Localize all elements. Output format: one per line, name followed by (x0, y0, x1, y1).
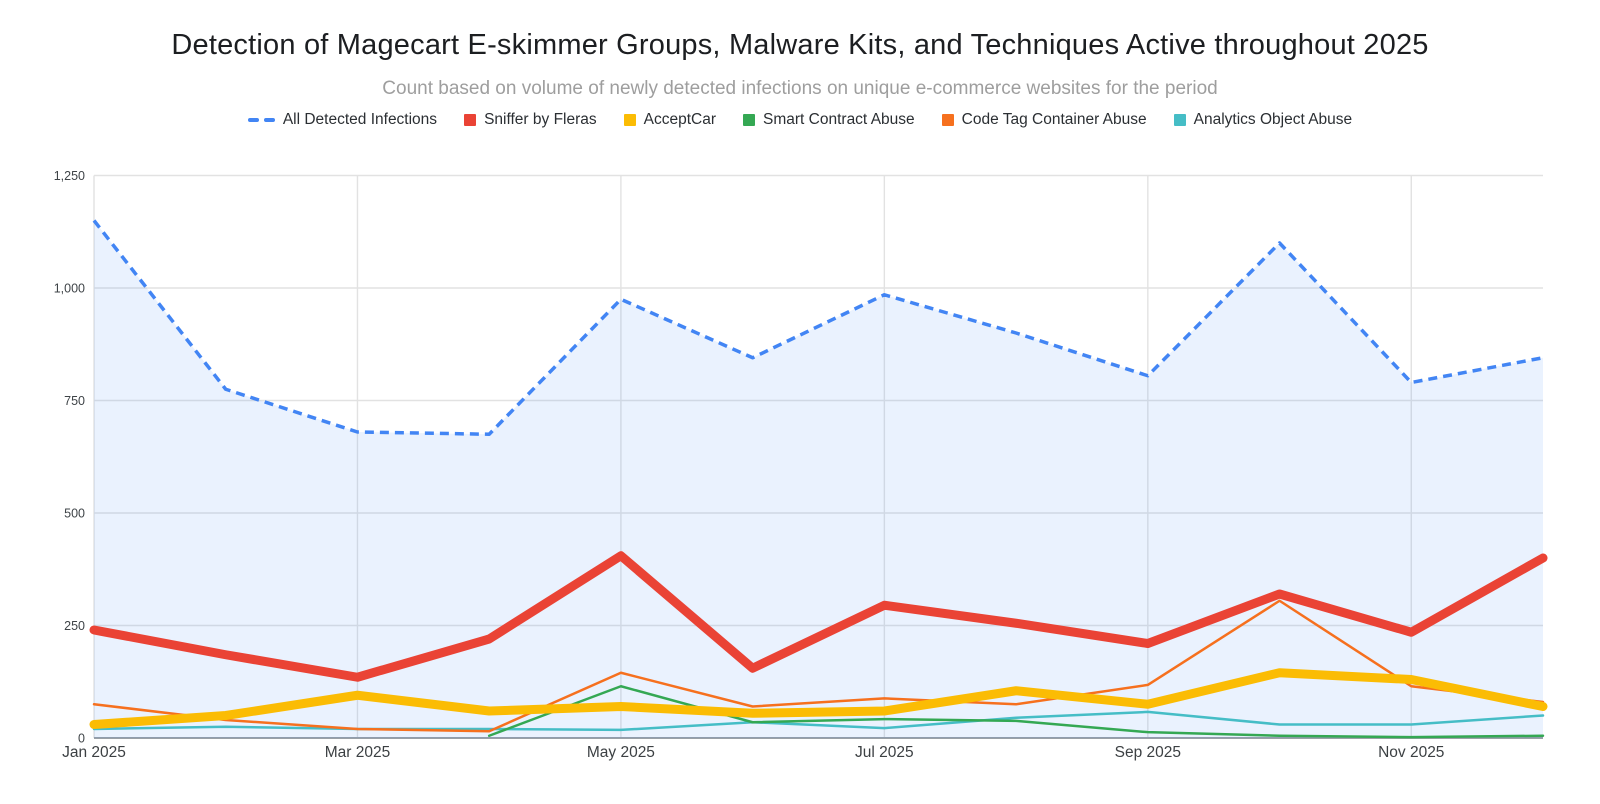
series-line-sniffer-by-fleras (89, 551, 1548, 682)
x-tick-label: May 2025 (587, 744, 655, 761)
chart-legend: All Detected Infections Sniffer by Fleras… (0, 111, 1600, 129)
legend-dashed-line-icon (247, 118, 275, 122)
chart-subtitle: Count based on volume of newly detected … (382, 78, 1218, 99)
legend-item-code-tag-container-abuse[interactable]: Code Tag Container Abuse (941, 111, 1147, 129)
y-tick-label: 1,250 (54, 169, 85, 183)
y-tick-label: 750 (64, 394, 85, 408)
legend-color-swatch (1173, 114, 1186, 126)
legend-item-label: Sniffer by Fleras (484, 111, 597, 128)
series-line-smart-contract-abuse (487, 685, 1545, 739)
y-tick-label: 1,000 (54, 282, 85, 296)
x-tick-label: Jan 2025 (62, 744, 126, 761)
legend-item-label: Analytics Object Abuse (1193, 111, 1353, 128)
series-line-acceptcar (89, 668, 1548, 729)
legend-item-label: Code Tag Container Abuse (961, 111, 1147, 128)
legend-item-label: All Detected Infections (282, 111, 438, 128)
legend-item-all-detected-infections[interactable]: All Detected Infections (247, 111, 438, 129)
legend-item-smart-contract-abuse[interactable]: Smart Contract Abuse (743, 111, 915, 129)
legend-color-swatch (941, 114, 954, 126)
legend-item-analytics-object-abuse[interactable]: Analytics Object Abuse (1173, 111, 1353, 129)
series-line-code-tag-container-abuse (92, 599, 1545, 733)
legend-item-sniffer-by-fleras[interactable]: Sniffer by Fleras (464, 111, 597, 129)
y-tick-label: 500 (64, 507, 85, 521)
x-tick-label: Nov 2025 (1378, 744, 1444, 761)
area-fill-all-detected-infections (94, 220, 1543, 738)
legend-color-swatch (743, 114, 756, 126)
x-tick-label: Sep 2025 (1115, 744, 1181, 761)
x-tick-label: Jul 2025 (855, 744, 914, 761)
chart-title: Detection of Magecart E-skimmer Groups, … (171, 29, 1429, 61)
legend-item-label: Smart Contract Abuse (763, 111, 915, 128)
y-tick-label: 250 (64, 619, 85, 633)
legend-color-swatch (464, 114, 477, 126)
y-tick-label: 0 (78, 732, 85, 746)
x-tick-label: Mar 2025 (325, 744, 390, 761)
y-axis-labels: 0 250 500 750 1,000 1,250 (54, 169, 85, 746)
legend-item-label: AcceptCar (643, 111, 717, 128)
x-axis-labels: Jan 2025 Mar 2025 May 2025 Jul 2025 Sep 2025… (62, 744, 1444, 761)
legend-color-swatch (623, 114, 636, 126)
series-line-all-detected-infections (92, 219, 1544, 436)
legend-item-acceptcar[interactable]: AcceptCar (623, 111, 717, 129)
